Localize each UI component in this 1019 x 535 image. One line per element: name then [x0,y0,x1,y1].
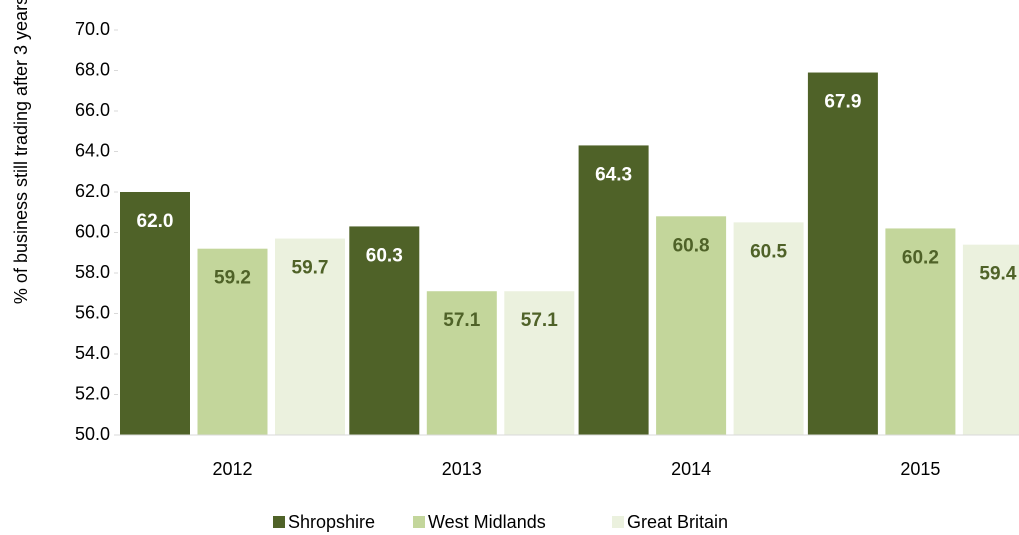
bar [885,228,956,435]
bar [733,222,804,435]
legend-label: West Midlands [428,512,546,532]
y-tick-label: 58.0 [75,262,110,282]
x-tick-label: 2012 [212,459,252,479]
value-label: 60.5 [750,241,787,262]
bar [120,192,190,435]
y-tick-label: 50.0 [75,424,110,444]
y-tick-label: 70.0 [75,19,110,39]
value-label: 60.8 [673,235,710,256]
legend-swatch [413,516,425,528]
y-tick-label: 54.0 [75,343,110,363]
y-tick-label: 52.0 [75,383,110,403]
bar [656,216,727,435]
bar [807,72,878,436]
y-axis-label: % of business still trading after 3 year… [11,0,31,304]
bar [504,291,575,435]
x-tick-label: 2014 [671,459,711,479]
y-tick-label: 66.0 [75,100,110,120]
y-tick-label: 56.0 [75,302,110,322]
value-label: 59.2 [214,268,251,289]
value-label: 62.0 [137,211,174,232]
bar [578,145,649,436]
legend-swatch [612,516,624,528]
value-label: 60.2 [902,247,939,268]
y-tick-label: 60.0 [75,221,110,241]
x-tick-label: 2015 [900,459,940,479]
value-label: 60.3 [366,245,403,266]
legend-label: Shropshire [288,512,375,532]
value-label: 64.3 [595,164,632,185]
y-tick-label: 62.0 [75,181,110,201]
bar [349,226,420,435]
value-label: 67.9 [824,92,861,113]
y-tick-label: 68.0 [75,59,110,79]
bar [275,238,345,435]
value-label: 57.1 [521,310,558,331]
legend-label: Great Britain [627,512,728,532]
bar [197,248,268,435]
bar [426,291,497,435]
value-label: 59.7 [292,258,329,279]
value-label: 59.4 [979,264,1016,285]
value-label: 57.1 [443,310,480,331]
y-tick-label: 64.0 [75,140,110,160]
legend-swatch [273,516,285,528]
bar [962,244,1019,435]
x-tick-label: 2013 [442,459,482,479]
